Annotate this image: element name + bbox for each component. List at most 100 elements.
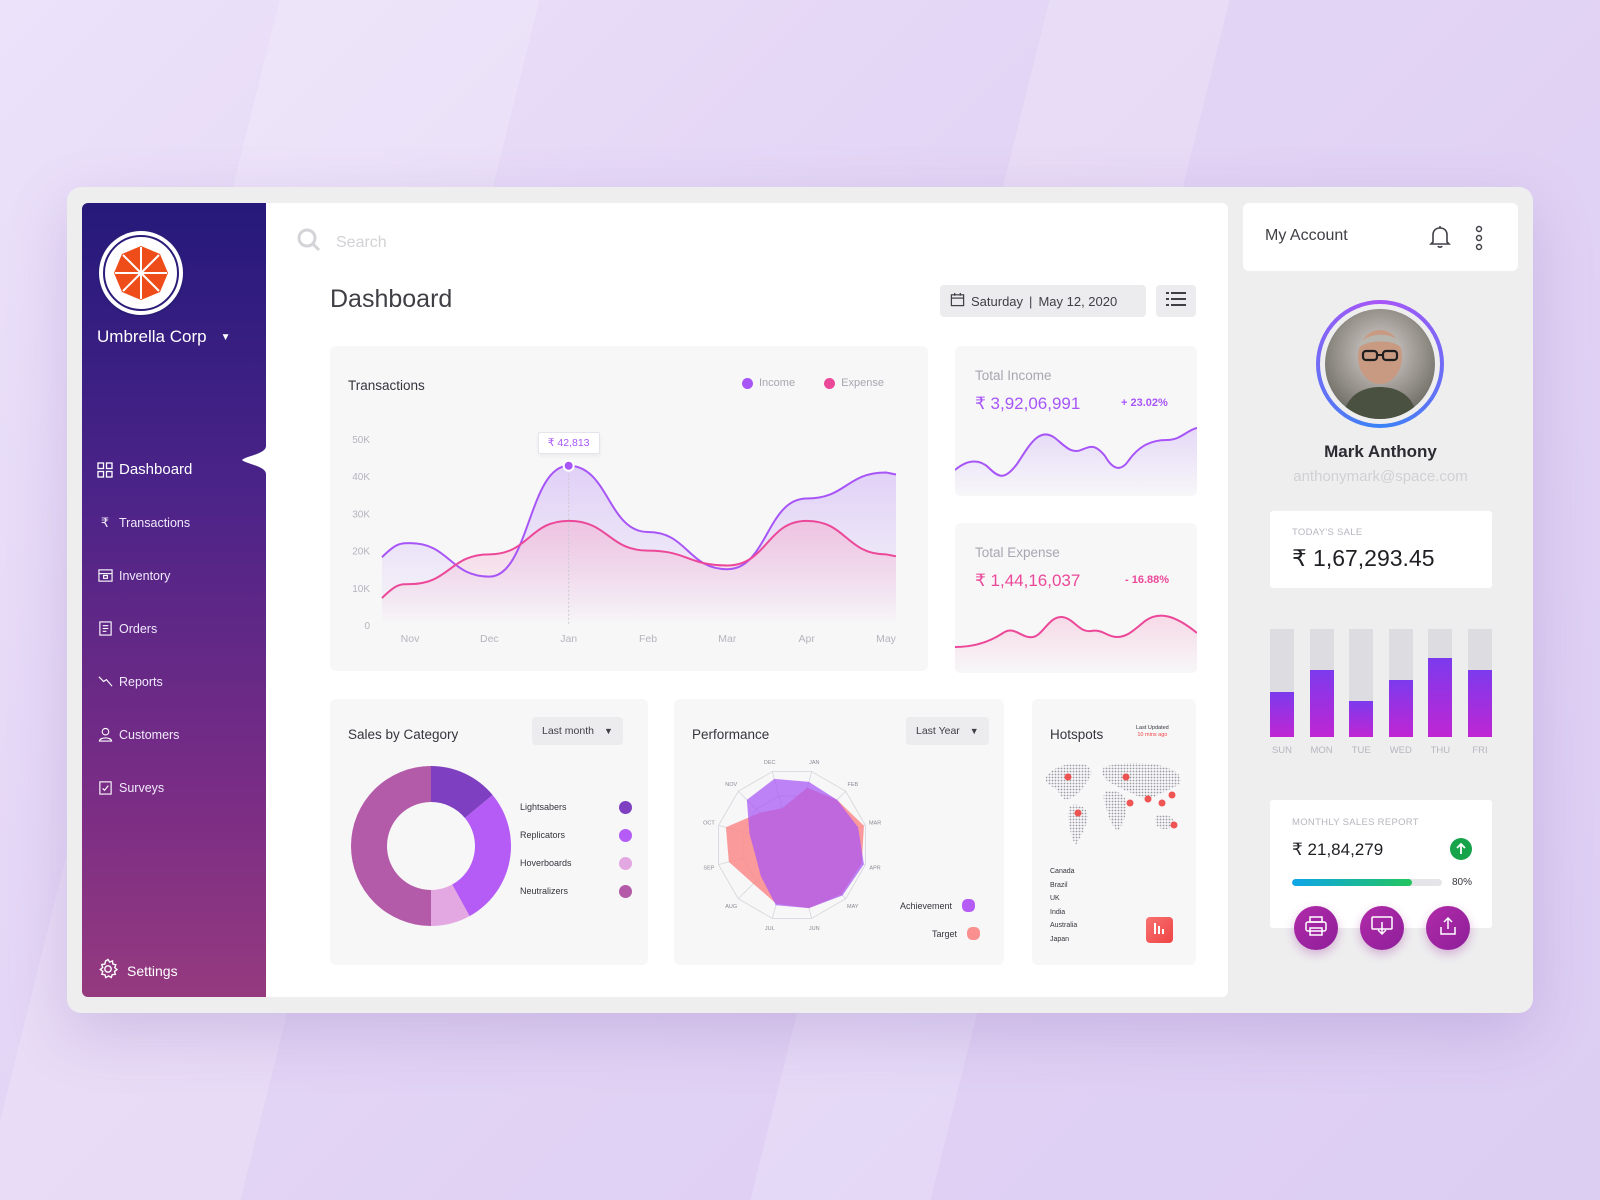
sidebar-item-transactions[interactable]: ₹ Transactions [97,496,192,549]
caret-down-icon: ▼ [969,726,979,736]
radar-achievement-area [746,778,864,909]
transactions-chart: 50K 40K 30K 20K 10K 0 Nov Dec Jan Feb Mar Apr May [352,435,897,645]
radar-month-label: OCT [703,821,715,827]
donut-slice[interactable] [431,884,470,926]
todays-sale-card: TODAY'S SALE ₹ 1,67,293.45 [1270,511,1492,588]
legend-swatch [967,927,981,940]
sidebar-item-inventory[interactable]: Inventory [97,549,192,602]
weekly-bar[interactable] [1468,670,1492,737]
radar-month-label: MAY [847,904,859,910]
transactions-title: Transactions [348,378,425,393]
weekly-bar[interactable] [1270,691,1294,737]
last-updated-time: 10 mins ago [1137,732,1168,738]
radar-month-label: APR [869,865,880,871]
search-icon [296,227,322,258]
performance-filter[interactable]: Last Year ▼ [906,717,989,745]
hotspot-marker [1126,799,1134,807]
x-tick-label: Mar [718,633,737,645]
company-switcher[interactable]: Umbrella Corp ▼ [97,327,231,347]
country-item: Australia [1050,922,1078,929]
more-options-icon[interactable] [1475,225,1483,256]
weekly-bar[interactable] [1388,679,1413,737]
y-tick-label: 50K [352,435,370,446]
monthly-progress-fill [1292,879,1412,886]
search-input[interactable]: Search [336,233,387,251]
weekly-bar[interactable] [1349,701,1374,737]
x-tick-label: Dec [480,633,499,645]
monthly-progress-label: 80% [1452,877,1473,888]
company-logo [97,229,185,317]
sales-category-title: Sales by Category [348,727,459,742]
list-view-button[interactable] [1156,285,1196,317]
settings-button[interactable]: Settings [97,958,178,983]
bell-icon[interactable] [1429,225,1451,254]
hotspot-marker [1158,799,1166,807]
country-item: Japan [1050,935,1070,943]
account-header: My Account [1243,203,1518,271]
weekly-day-label: WED [1389,745,1412,756]
search-bar[interactable]: Search [296,227,387,258]
sidebar-item-label: Inventory [119,568,171,583]
sidebar-item-label: Surveys [119,780,165,795]
total-income-card: Total Income ₹ 3,92,06,991 + 23.02% [955,346,1197,496]
legend-label: Lightsabers [520,802,567,812]
hotspot-country-list: Canada Brazil UK India Australia Japan [1050,865,1077,946]
avatar-ring [1316,300,1444,428]
bar-chart-icon [1153,921,1166,939]
transactions-card: Transactions Income Expense 50K 40K 30K 20K… [330,346,928,671]
sales-category-filter[interactable]: Last month ▼ [532,717,623,745]
legend-item: Replicators [520,821,632,849]
sidebar-item-label: Customers [119,727,180,742]
total-income-value: ₹ 3,92,06,991 [975,394,1081,413]
share-button[interactable] [1426,906,1470,950]
x-tick-label: Feb [639,633,657,645]
hotspot-marker [1122,773,1130,781]
legend-label: Achievement [900,900,953,911]
donut-slice[interactable] [351,766,431,926]
chart-tooltip: ₹ 42,813 [537,431,600,454]
monthly-report-value: ₹ 21,84,279 [1292,840,1384,859]
weekly-bar[interactable] [1309,670,1334,737]
sidebar: Umbrella Corp ▼ Dashboard ₹ Transactions… [82,203,266,997]
calendar-icon [950,292,965,310]
todays-sale-value: ₹ 1,67,293.45 [1292,545,1435,571]
weekly-bar[interactable] [1428,658,1453,737]
hotspots-title: Hotspots [1050,727,1104,742]
hotspot-report-button[interactable] [1146,917,1173,943]
filter-value: Last Year [916,725,960,737]
income-point [562,459,575,472]
sidebar-item-orders[interactable]: Orders [97,602,192,655]
expense-line [381,519,897,599]
print-button[interactable] [1294,906,1338,950]
sidebar-item-surveys[interactable]: Surveys [97,761,192,814]
grid-icon [97,461,113,478]
monthly-progress-track [1292,879,1442,886]
sidebar-item-label: Orders [119,621,158,636]
performance-card: Performance Last Year ▼ JAN FEB MAR APR MAY J… [674,699,1004,965]
legend-label: Neutralizers [520,886,569,896]
donut-slice[interactable] [452,795,511,917]
date-picker[interactable]: Saturday | May 12, 2020 [940,285,1146,317]
performance-title: Performance [692,727,770,742]
y-tick-label: 30K [352,509,370,520]
user-email: anthonymark@space.com [1293,468,1468,485]
world-map [1045,762,1181,845]
active-nav-notch [242,446,266,474]
x-tick-label: Nov [401,633,420,645]
weekly-day-label: TUE [1351,745,1371,756]
donut-slice[interactable] [431,766,493,818]
weekly-day-label: THU [1430,745,1451,756]
sidebar-item-reports[interactable]: Reports [97,655,192,708]
sidebar-item-dashboard[interactable]: Dashboard [97,443,192,496]
gear-icon [97,958,119,983]
download-button[interactable] [1360,906,1404,950]
legend-swatch [619,800,632,814]
avatar[interactable] [1325,309,1435,419]
hotspots-card: Hotspots Last Updated 10 mins ago Canada [1032,699,1196,965]
legend-expense-dot [824,377,836,389]
legend-item: Hoverboards [520,849,632,877]
caret-down-icon: ▼ [603,726,613,736]
sidebar-item-customers[interactable]: Customers [97,708,192,761]
user-name: Mark Anthony [1324,442,1437,461]
legend-swatch [619,884,632,898]
